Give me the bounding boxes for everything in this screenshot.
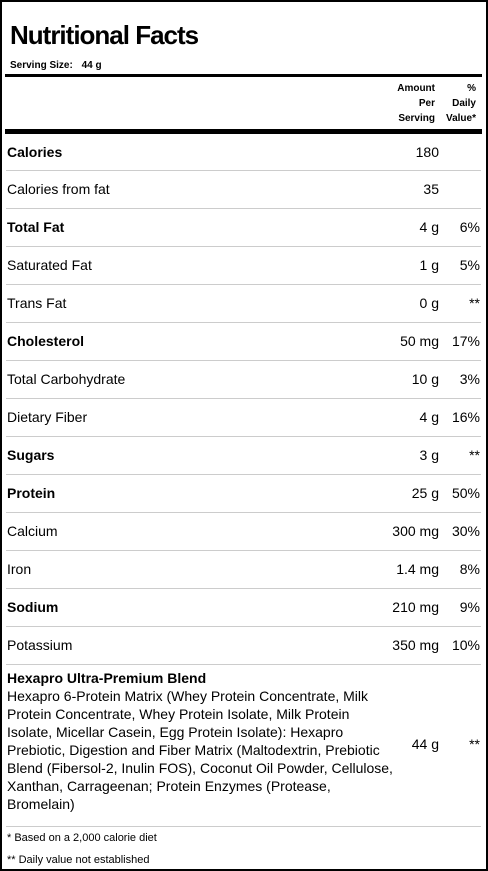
nutrient-row-total-fat: Total Fat 4 g 6%: [6, 209, 481, 247]
blend-amount: 44 g: [411, 736, 439, 752]
nutrient-row-protein: Protein 25 g 50%: [6, 475, 481, 513]
proprietary-blend-row: Hexapro Ultra-Premium Blend Hexapro 6-Pr…: [6, 665, 481, 827]
nutrient-row-dietary-fiber: Dietary Fiber 4 g 16%: [6, 399, 481, 437]
footnote-dv-not-established: ** Daily value not established: [7, 854, 150, 866]
nutrient-name: Calcium: [7, 523, 58, 539]
nutrient-dv: 5%: [459, 257, 480, 273]
nutrient-amount: 210 mg: [392, 599, 439, 615]
amount-header-line: Serving: [398, 113, 435, 124]
daily-value-header: % Daily Value*: [446, 81, 476, 126]
nutrient-amount: 25 g: [411, 485, 439, 501]
nutrient-amount: 35: [423, 181, 439, 197]
nutrient-amount: 350 mg: [392, 637, 439, 653]
nutrient-dv: 16%: [451, 409, 480, 425]
nutrient-name: Potassium: [7, 637, 73, 653]
nutrient-name: Dietary Fiber: [7, 409, 88, 425]
nutrient-row-sugars: Sugars 3 g **: [6, 437, 481, 475]
dv-header-line: Value*: [445, 113, 476, 124]
nutrient-row-calcium: Calcium 300 mg 30%: [6, 513, 481, 551]
nutrient-dv: 3%: [459, 371, 480, 387]
nutrient-dv: 10%: [451, 637, 480, 653]
header-divider: [5, 129, 482, 134]
blend-name: Hexapro Ultra-Premium Blend: [7, 670, 207, 686]
nutrient-name: Calories from fat: [7, 181, 110, 197]
dv-header-line: Daily: [452, 98, 476, 109]
nutrient-name: Total Carbohydrate: [7, 371, 126, 387]
footnotes: * Based on a 2,000 calorie diet ** Daily…: [6, 827, 481, 871]
nutrient-row-trans-fat: Trans Fat 0 g **: [6, 285, 481, 323]
label-title: Nutritional Facts: [10, 20, 199, 50]
nutrient-dv: 8%: [459, 561, 480, 577]
dv-header-line: %: [467, 83, 476, 94]
nutrient-amount: 0 g: [419, 295, 439, 311]
nutrient-name: Trans Fat: [7, 295, 67, 311]
nutrient-row-iron: Iron 1.4 mg 8%: [6, 551, 481, 589]
amount-header-line: Per: [418, 98, 435, 109]
blend-description: Hexapro 6-Protein Matrix (Whey Protein C…: [7, 688, 393, 812]
nutrient-dv: 30%: [451, 523, 480, 539]
nutrient-amount: 4 g: [419, 409, 439, 425]
nutrient-row-sodium: Sodium 210 mg 9%: [6, 589, 481, 627]
nutrient-dv: 50%: [451, 485, 480, 501]
nutrient-name: Cholesterol: [7, 333, 85, 349]
column-header: Amount Per Serving % Daily Value*: [6, 77, 481, 129]
serving-size-label: Serving Size:: [10, 60, 73, 71]
nutrient-dv: **: [469, 295, 480, 311]
nutrient-name: Iron: [7, 561, 32, 577]
amount-per-serving-header: Amount Per Serving: [397, 81, 435, 126]
nutrient-row-calories: Calories 180: [6, 134, 481, 171]
serving-size-value: 44 g: [81, 60, 102, 71]
nutrient-name: Sodium: [7, 599, 59, 615]
nutrient-amount: 3 g: [419, 447, 439, 463]
nutrient-name: Protein: [7, 485, 56, 501]
blend-dv: **: [469, 736, 480, 752]
nutrient-row-total-carbohydrate: Total Carbohydrate 10 g 3%: [6, 361, 481, 399]
nutrient-row-calories-from-fat: Calories from fat 35: [6, 171, 481, 209]
nutrient-dv: 9%: [459, 599, 480, 615]
nutrient-amount: 50 mg: [400, 333, 439, 349]
nutrient-dv: 6%: [459, 219, 480, 235]
nutrient-row-saturated-fat: Saturated Fat 1 g 5%: [6, 247, 481, 285]
nutrient-amount: 1 g: [419, 257, 439, 273]
nutrient-dv: 17%: [451, 333, 480, 349]
serving-size: Serving Size: 44 g: [6, 58, 481, 74]
nutrient-row-potassium: Potassium 350 mg 10%: [6, 627, 481, 665]
nutrient-amount: 10 g: [411, 371, 439, 387]
nutrient-name: Calories: [7, 144, 63, 160]
top-divider: [5, 74, 482, 77]
nutrient-amount: 4 g: [419, 219, 439, 235]
amount-header-line: Amount: [397, 83, 435, 94]
nutrient-name: Sugars: [7, 447, 55, 463]
nutrient-amount: 1.4 mg: [396, 561, 439, 577]
nutrient-amount: 180: [415, 144, 439, 160]
nutrient-row-cholesterol: Cholesterol 50 mg 17%: [6, 323, 481, 361]
nutrient-name: Saturated Fat: [7, 257, 92, 273]
nutrient-dv: **: [469, 447, 480, 463]
nutrient-amount: 300 mg: [392, 523, 439, 539]
nutrient-name: Total Fat: [7, 219, 65, 235]
footnote-calorie-diet: * Based on a 2,000 calorie diet: [7, 832, 157, 844]
